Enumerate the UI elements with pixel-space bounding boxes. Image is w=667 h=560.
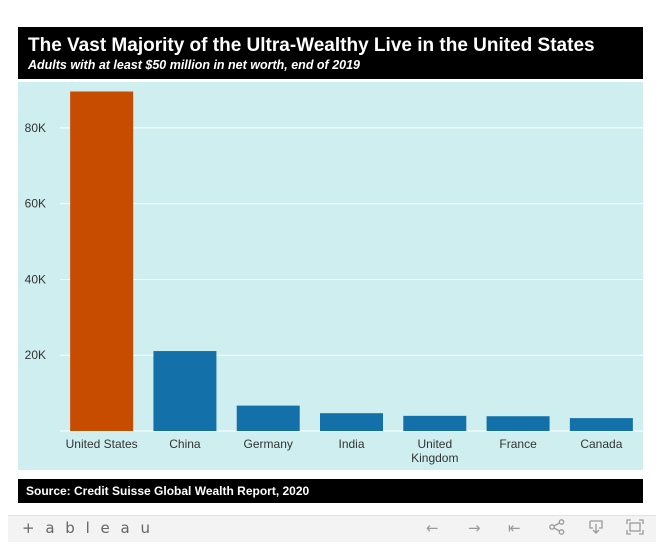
x-tick-label-line: France [499, 437, 537, 451]
x-tick-label-line: United States [66, 437, 138, 451]
source-note: Source: Credit Suisse Global Wealth Repo… [26, 484, 310, 498]
y-tick-label: 40K [25, 272, 46, 286]
x-tick-label: France [499, 437, 537, 451]
x-tick-label: Germany [244, 437, 293, 451]
chart-header: The Vast Majority of the Ultra-Wealthy L… [18, 27, 643, 79]
x-tick-label-line: Kingdom [411, 451, 458, 465]
chart-title: The Vast Majority of the Ultra-Wealthy L… [28, 35, 595, 56]
bar-china[interactable] [153, 351, 217, 431]
tableau-logo-icon[interactable]: + a b l e a u [22, 519, 153, 537]
tableau-toolbar: + a b l e a u ← → ⇤ [8, 515, 656, 542]
tableau-brand-text: + a b l e a u [22, 519, 153, 537]
share-icon[interactable] [549, 519, 565, 539]
x-tick-label: Canada [580, 437, 622, 451]
bar-united-states[interactable] [70, 91, 134, 431]
chart-subtitle: Adults with at least $50 million in net … [28, 58, 361, 72]
fullscreen-icon[interactable] [626, 519, 644, 539]
x-tick-label: United States [66, 437, 138, 451]
chart-footer: Source: Credit Suisse Global Wealth Repo… [18, 479, 643, 503]
x-tick-label: India [338, 437, 364, 451]
bar-chart: 20K 40K 60K 80K United States China Germany Ind… [18, 82, 643, 470]
y-tick-label: 80K [25, 121, 46, 135]
y-tick-label: 60K [25, 197, 46, 211]
x-tick-label-line: India [338, 437, 364, 451]
forward-arrow-icon[interactable]: → [468, 519, 481, 537]
bar-india[interactable] [320, 413, 383, 431]
x-tick-label-line: Canada [580, 437, 622, 451]
bar-canada[interactable] [569, 418, 633, 431]
x-tick-label: China [169, 437, 201, 451]
bar-germany[interactable] [236, 405, 300, 431]
y-tick-label: 20K [25, 348, 46, 362]
x-tick-label-line: United [417, 437, 452, 451]
x-tick-label: United Kingdom [411, 437, 458, 465]
bar-france[interactable] [486, 416, 550, 431]
x-tick-label-line: Germany [244, 437, 293, 451]
bar-united-kingdom[interactable] [403, 415, 467, 431]
back-arrow-icon[interactable]: ← [426, 519, 439, 537]
revert-icon[interactable]: ⇤ [508, 519, 521, 537]
x-tick-label-line: China [169, 437, 201, 451]
download-icon[interactable] [588, 519, 604, 539]
